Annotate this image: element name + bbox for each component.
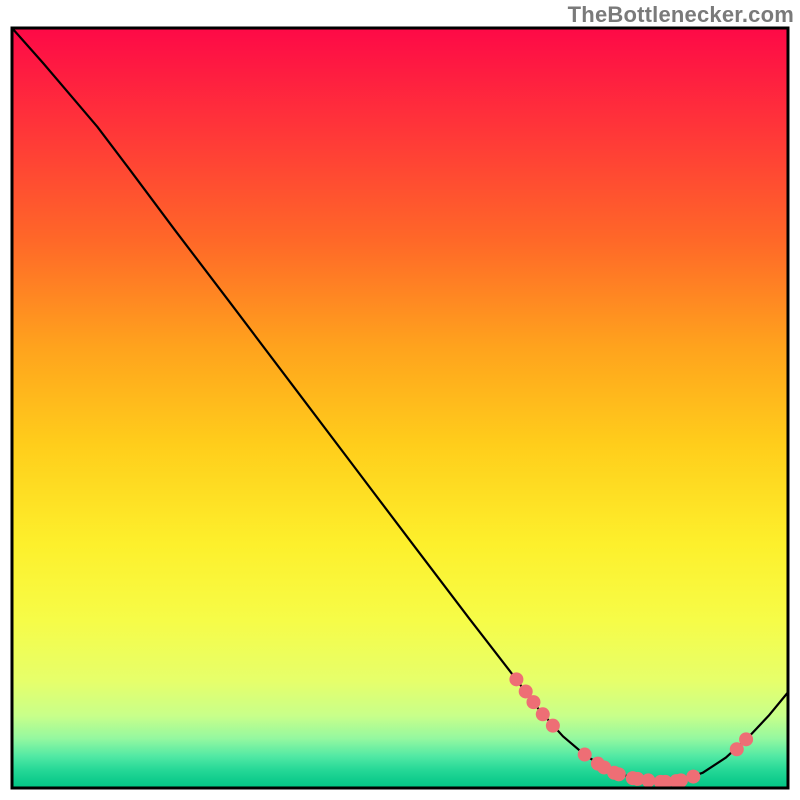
marker-point [536,707,550,721]
marker-point [641,773,655,787]
marker-point [612,767,626,781]
marker-point [686,770,700,784]
marker-point [739,732,753,746]
watermark-text: TheBottlenecker.com [568,2,794,28]
marker-point [509,672,523,686]
bottleneck-curve-chart [0,0,800,800]
chart-background [12,28,788,788]
marker-point [546,719,560,733]
marker-point [674,773,688,787]
marker-point [526,695,540,709]
marker-point [578,748,592,762]
